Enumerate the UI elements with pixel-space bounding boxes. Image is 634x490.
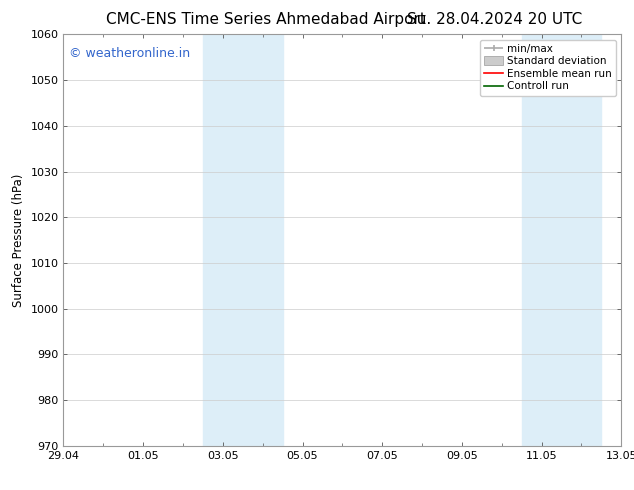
Legend: min/max, Standard deviation, Ensemble mean run, Controll run: min/max, Standard deviation, Ensemble me… [480,40,616,96]
Text: © weatheronline.in: © weatheronline.in [69,47,190,60]
Text: Su. 28.04.2024 20 UTC: Su. 28.04.2024 20 UTC [407,12,582,27]
Bar [522,34,562,446]
Bar [243,34,283,446]
Text: CMC-ENS Time Series Ahmedabad Airport: CMC-ENS Time Series Ahmedabad Airport [107,12,426,27]
Y-axis label: Surface Pressure (hPa): Surface Pressure (hPa) [12,173,25,307]
Bar [203,34,243,446]
Bar [562,34,602,446]
